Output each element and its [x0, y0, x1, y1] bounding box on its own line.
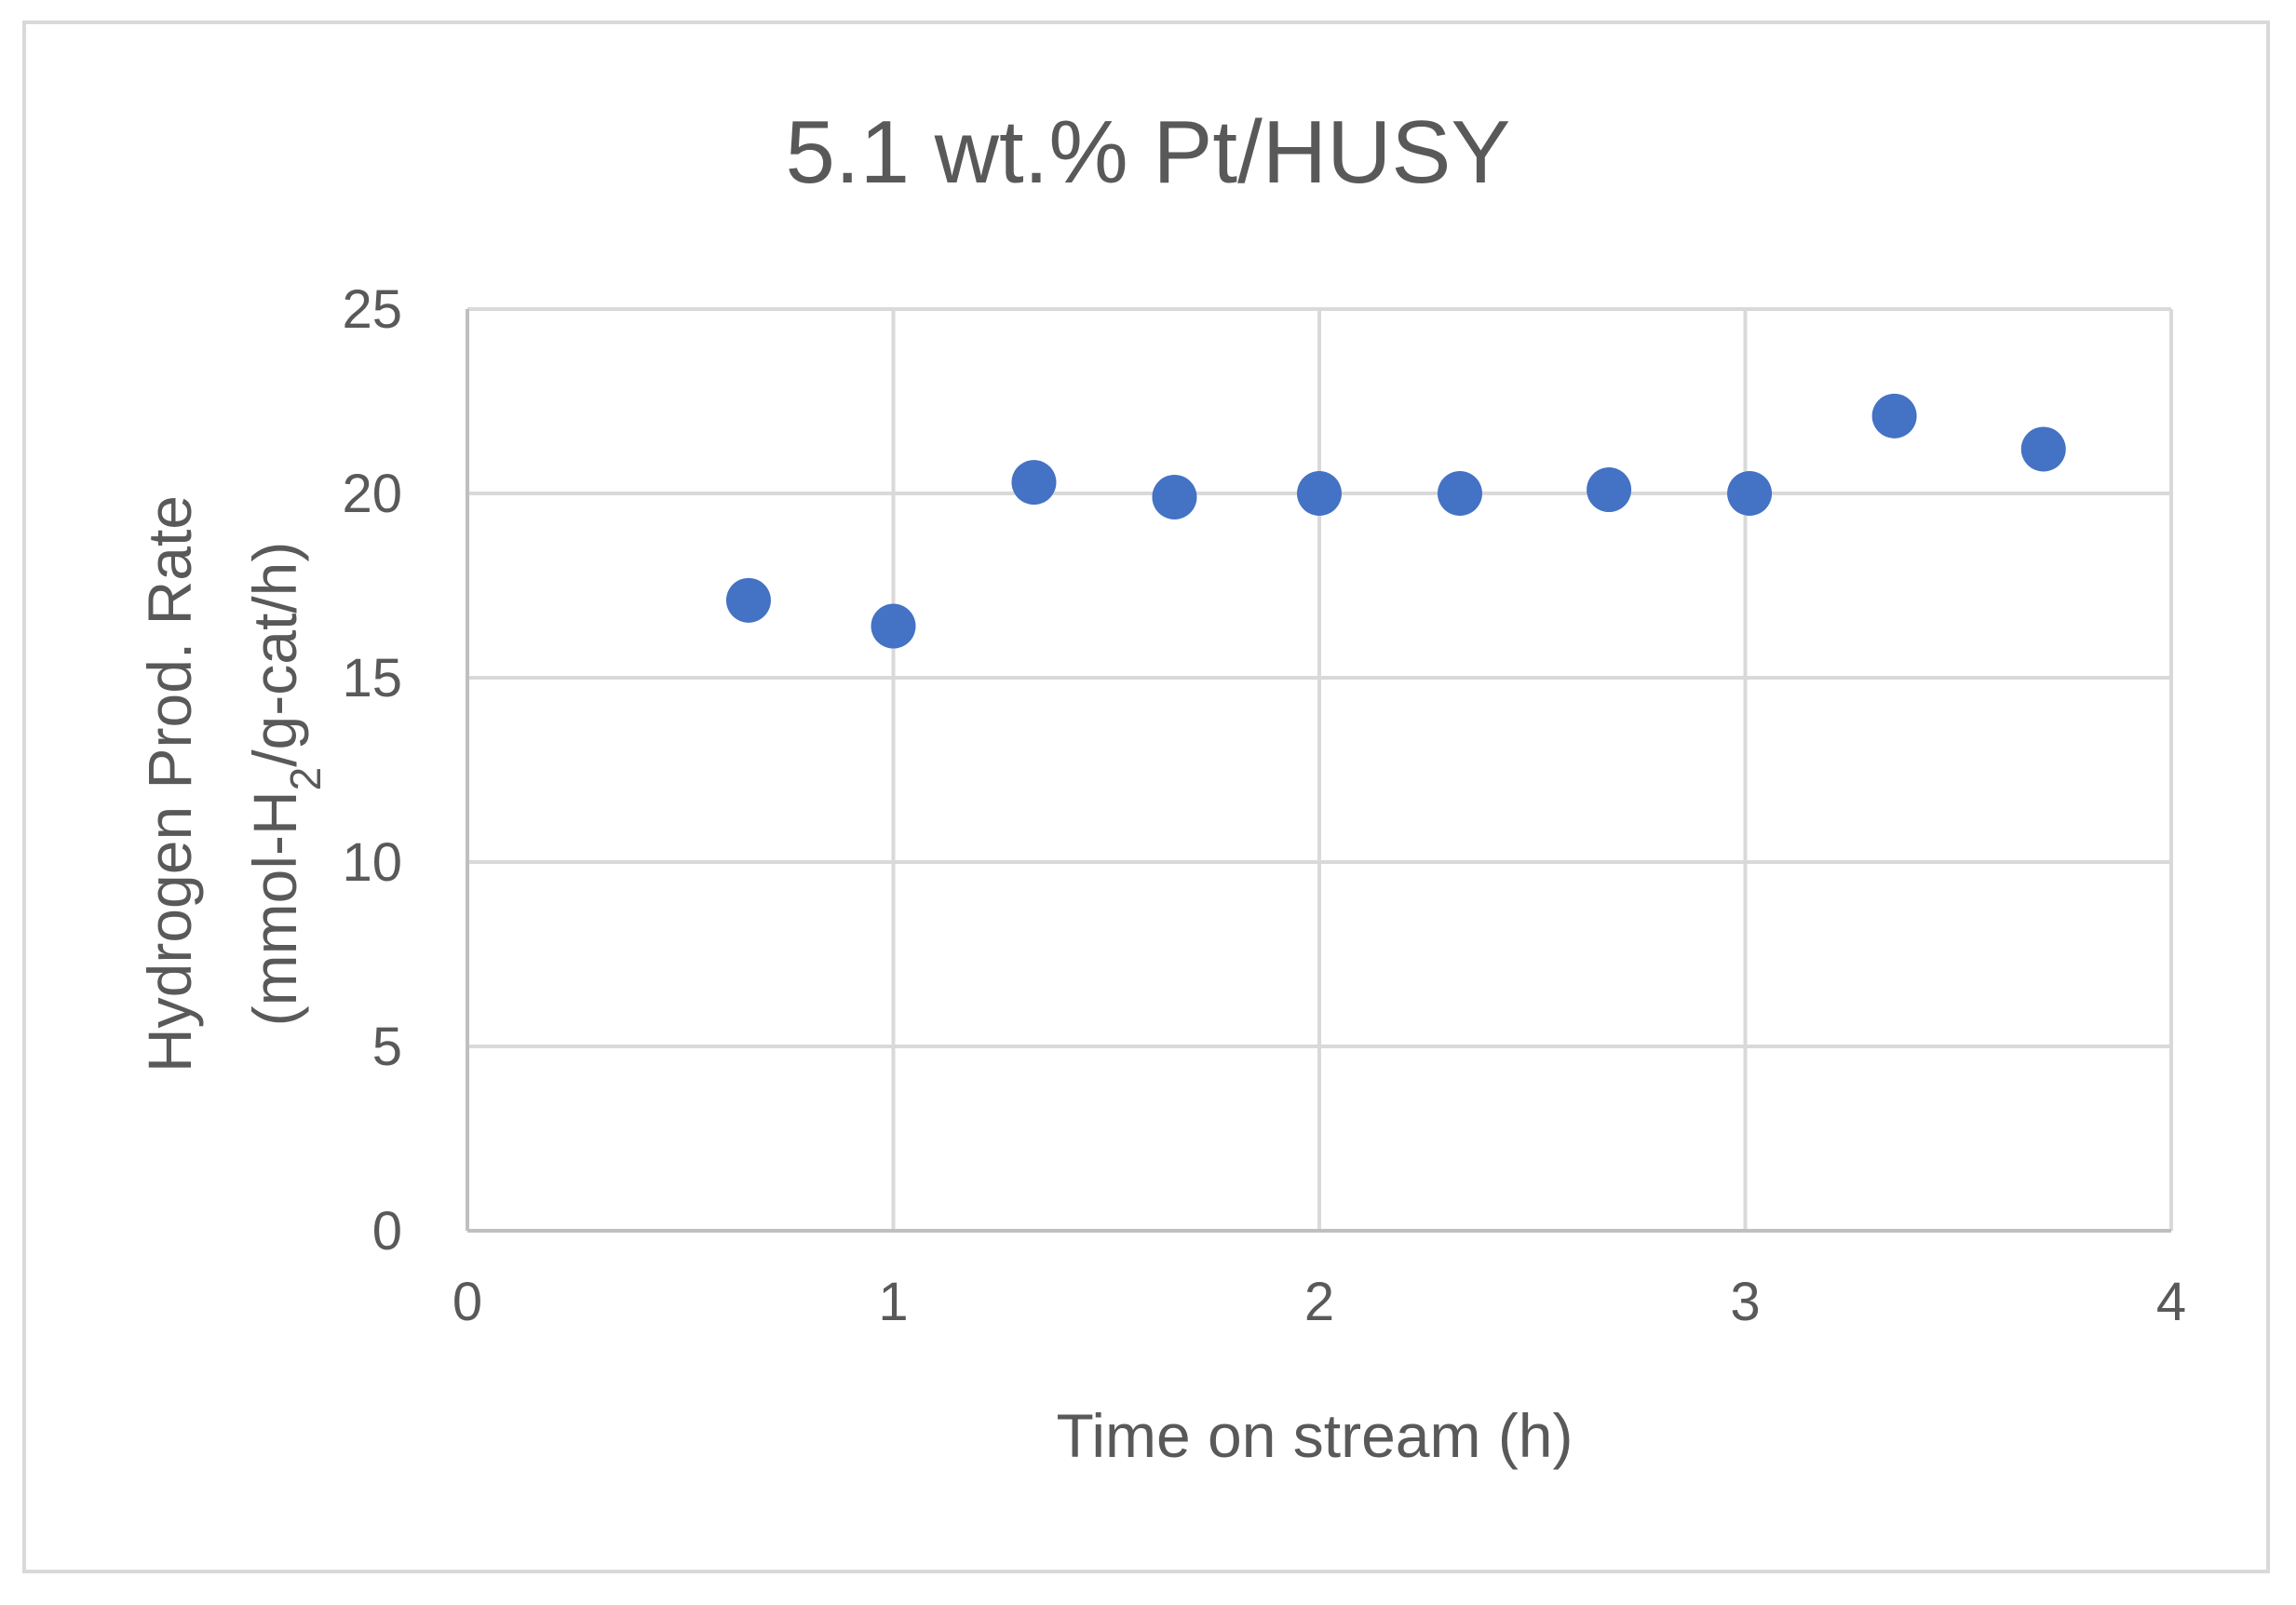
y-tick-label-4: 20	[342, 464, 402, 524]
x-tick-label-2: 2	[1304, 1272, 1334, 1332]
data-point-0-9	[2020, 426, 2066, 472]
data-point-0-5	[1437, 471, 1482, 516]
x-axis-title: Time on stream (h)	[1056, 1401, 1573, 1470]
y-tick-label-3: 15	[342, 648, 402, 708]
y-tick-label-1: 5	[372, 1017, 402, 1077]
y-axis-title-prefix: (mmol-H	[240, 790, 309, 1026]
y-axis-title-subscript: 2	[281, 767, 330, 791]
y-tick-labels: 0 5 10 15 20 25	[342, 279, 402, 1261]
data-point-0-0	[725, 577, 771, 623]
x-tick-labels: 0 1 2 3 4	[452, 1272, 2186, 1332]
chart-title: 5.1 wt.% Pt/HUSY	[786, 102, 1511, 202]
axes	[466, 309, 2171, 1233]
y-axis-title-line-2: (mmol-H2/g-cat/h)	[240, 542, 330, 1027]
y-tick-label-5: 25	[342, 279, 402, 340]
data-point-0-8	[1871, 393, 1917, 438]
data-point-0-3	[1152, 474, 1197, 519]
y-tick-label-2: 10	[342, 832, 402, 893]
x-tick-label-3: 3	[1730, 1272, 1760, 1332]
y-tick-label-0: 0	[372, 1201, 402, 1261]
y-axis-title-line-1: Hydrogen Prod. Rate	[135, 495, 204, 1072]
data-point-0-1	[871, 603, 916, 649]
data-point-0-4	[1297, 471, 1342, 516]
x-tick-label-4: 4	[2156, 1272, 2186, 1332]
x-tick-label-0: 0	[452, 1272, 482, 1332]
data-point-0-2	[1011, 460, 1057, 506]
y-axis-title-suffix: /g-cat/h)	[240, 542, 309, 767]
gridlines	[467, 307, 2173, 1231]
y-axis-title: Hydrogen Prod. Rate (mmol-H2/g-cat/h)	[135, 495, 330, 1072]
data-point-0-6	[1587, 467, 1632, 513]
chart-frame	[22, 20, 2270, 1573]
data-points	[725, 393, 2066, 649]
data-point-0-7	[1727, 471, 1773, 516]
x-tick-label-1: 1	[878, 1272, 908, 1332]
